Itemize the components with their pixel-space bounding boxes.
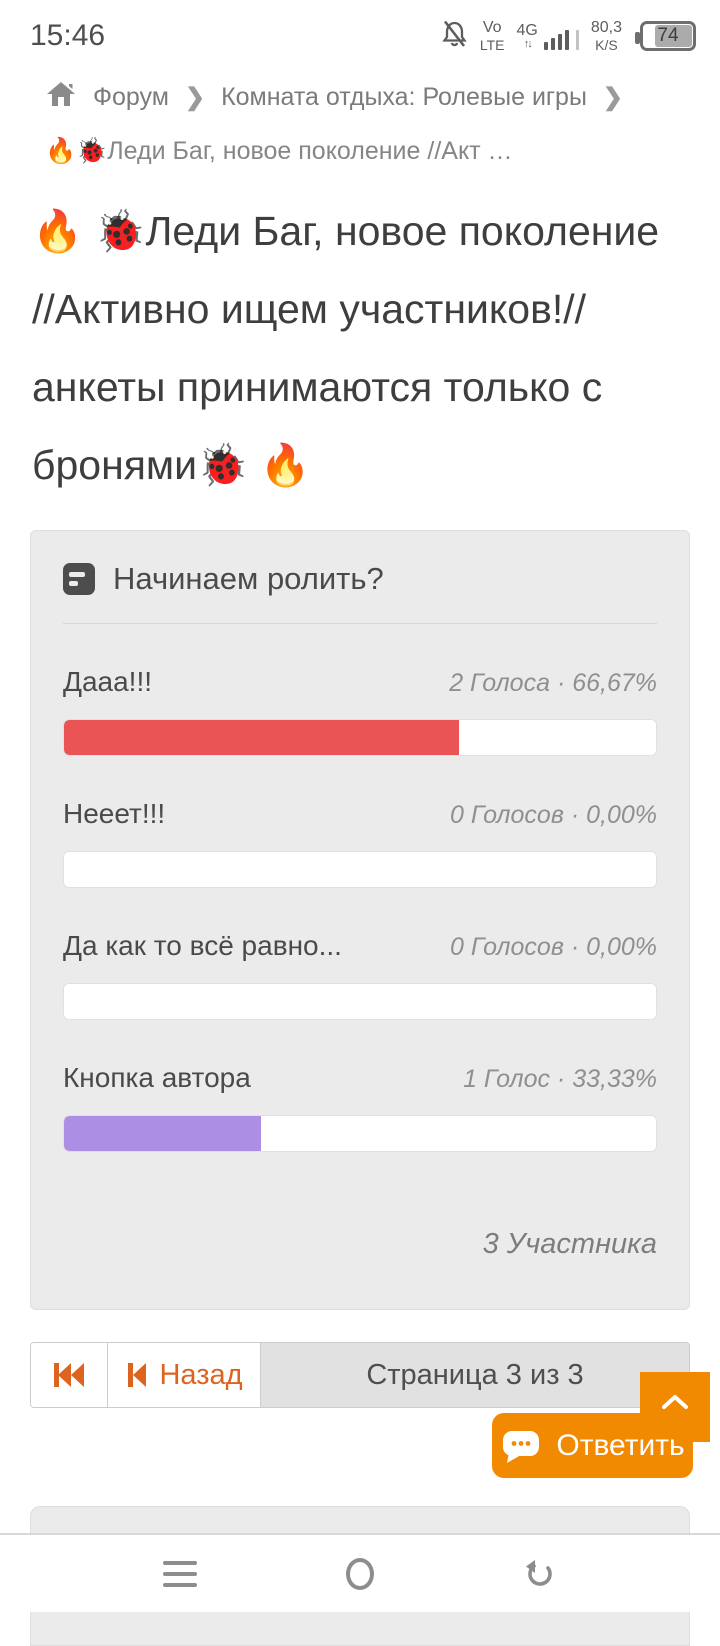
poll-option-stats: 1 Голос · 33,33% (463, 1065, 657, 1093)
back-button[interactable] (522, 1556, 558, 1592)
home-button[interactable] (342, 1556, 378, 1592)
poll-option-label: Кнопка автора (63, 1062, 251, 1093)
poll-participants: 3 Участника (482, 1228, 657, 1260)
clock: 15:46 (30, 19, 106, 52)
poll-result-fill (64, 1116, 262, 1151)
divider (63, 623, 657, 624)
poll-option-stats: 2 Голоса · 66,67% (449, 669, 657, 697)
android-nav-bar (0, 1533, 720, 1612)
poll-option: Нееет!!! 0 Голосов · 0,00% (63, 798, 657, 888)
poll-option-stats: 0 Голосов · 0,00% (450, 801, 657, 829)
chevron-right-icon: ❯ (184, 84, 206, 111)
page-indicator: Страница 3 из 3 (260, 1343, 689, 1407)
previous-icon (128, 1363, 147, 1387)
breadcrumb: Форум ❯ Комната отдыха: Ролевые игры ❯ 🔥… (0, 66, 720, 166)
volte-indicator: Vo LTE (479, 19, 505, 53)
poll-option-stats: 0 Голосов · 0,00% (450, 933, 657, 961)
poll-option: Кнопка автора 1 Голос · 33,33% (63, 1062, 657, 1152)
poll-option-label: Дааа!!! (63, 666, 153, 697)
battery-icon: 74 (635, 21, 696, 51)
poll-result-bar (63, 851, 657, 888)
pagination-bar: Назад Страница 3 из 3 (30, 1342, 690, 1408)
poll-icon (63, 563, 95, 595)
poll-option: Дааа!!! 2 Голоса · 66,67% (63, 666, 657, 756)
poll-result-bar (63, 983, 657, 1020)
signal-indicator: 4G ↑↓ (516, 21, 579, 50)
signal-bars-icon (543, 28, 579, 50)
status-bar: 15:46 Vo LTE 4G ↑↓ 80,3 K/S (0, 0, 720, 66)
skip-to-first-icon (54, 1363, 84, 1387)
menu-icon (163, 1560, 197, 1587)
first-page-button[interactable] (31, 1343, 107, 1407)
reply-button[interactable]: Ответить (492, 1413, 693, 1478)
previous-page-button[interactable]: Назад (107, 1343, 260, 1407)
breadcrumb-forum-link[interactable]: Форум (93, 83, 169, 111)
chevron-right-icon: ❯ (602, 84, 624, 111)
poll-card: Начинаем ролить? Дааа!!! 2 Голоса · 66,6… (30, 530, 690, 1310)
battery-percent: 74 (657, 25, 679, 46)
poll-result-fill (64, 720, 459, 755)
poll-result-bar (63, 719, 657, 756)
network-speed: 80,3 K/S (590, 19, 622, 53)
mute-bell-icon (441, 19, 468, 53)
chevron-up-icon (662, 1395, 688, 1409)
speech-bubble-icon (503, 1430, 540, 1463)
poll-option-label: Да как то всё равно... (63, 930, 342, 961)
home-circle-icon (346, 1557, 374, 1590)
page-title: 🔥 🐞Леди Баг, новое поколение //Активно и… (32, 208, 660, 488)
network-type: 4G (516, 21, 538, 39)
poll-option-label: Нееет!!! (63, 798, 166, 829)
poll-option: Да как то всё равно... 0 Голосов · 0,00% (63, 930, 657, 1020)
back-arrow-icon (526, 1559, 552, 1586)
breadcrumb-section-link[interactable]: Комната отдыха: Ролевые игры (221, 83, 587, 111)
recent-apps-button[interactable] (162, 1556, 198, 1592)
data-activity-arrows: ↑↓ (523, 37, 533, 50)
poll-result-bar (63, 1115, 657, 1152)
breadcrumb-topic-link[interactable]: 🔥🐞Леди Баг, новое поколение //Акт … (45, 137, 513, 165)
home-icon[interactable] (45, 80, 77, 115)
poll-question: Начинаем ролить? (113, 561, 384, 596)
